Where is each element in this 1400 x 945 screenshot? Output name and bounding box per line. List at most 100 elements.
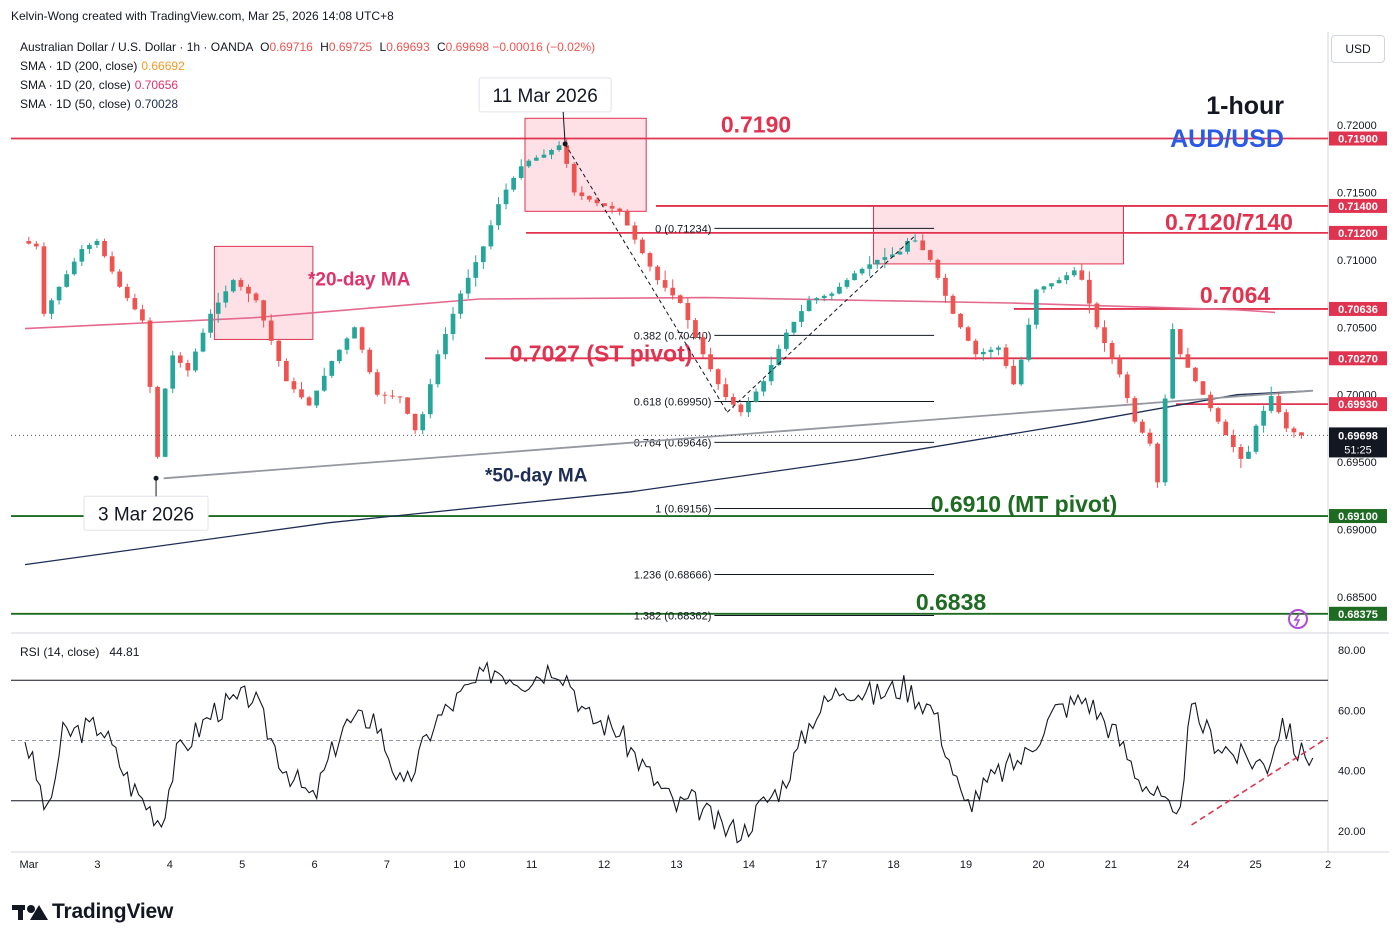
legend-symbol-row: Australian Dollar / U.S. Dollar · 1h · O… bbox=[20, 40, 595, 54]
candle-body bbox=[617, 208, 623, 212]
candle-body bbox=[49, 300, 54, 314]
candle-body bbox=[587, 196, 592, 200]
candle-body bbox=[859, 268, 865, 274]
candle-body bbox=[94, 240, 100, 246]
candle-body bbox=[927, 250, 933, 260]
candle-body bbox=[670, 287, 676, 296]
time-tick-label: Mar bbox=[20, 859, 39, 871]
tradingview-logo-icon bbox=[12, 902, 48, 922]
price-level-label: 0.7190 bbox=[721, 112, 791, 138]
candle-body bbox=[715, 369, 721, 385]
candle-body bbox=[473, 262, 479, 278]
candle-body bbox=[511, 177, 516, 190]
candle-body bbox=[465, 277, 471, 294]
candle-body bbox=[435, 354, 441, 385]
candle-body bbox=[609, 205, 615, 209]
rsi-label: RSI (14, close) bbox=[20, 645, 100, 659]
ohlc-value: 0.69725 bbox=[328, 40, 373, 54]
price-level-tag-text: 0.71400 bbox=[1338, 201, 1378, 213]
sma50-label: SMA · 1D (50, close) bbox=[20, 97, 131, 111]
supply-demand-zone bbox=[524, 117, 647, 212]
fib-swing-line bbox=[564, 143, 728, 413]
candle-body bbox=[814, 298, 819, 301]
candle-body bbox=[1102, 327, 1107, 344]
legend-rsi[interactable]: RSI (14, close) 44.81 bbox=[20, 645, 139, 659]
sma50-line bbox=[24, 390, 1313, 566]
price-tick-label: 0.71000 bbox=[1337, 255, 1377, 267]
price-level-tag-text: 0.71200 bbox=[1338, 228, 1378, 240]
candle-body bbox=[155, 386, 160, 457]
time-tick-label: 18 bbox=[888, 859, 900, 871]
high-date-pointer bbox=[562, 111, 566, 144]
candle-body bbox=[359, 327, 365, 350]
candle-body bbox=[503, 189, 509, 205]
candle-body bbox=[549, 150, 554, 155]
sma20-label: SMA · 1D (20, close) bbox=[20, 78, 131, 92]
tradingview-brand[interactable]: TradingView bbox=[12, 900, 173, 924]
candle-body bbox=[185, 362, 191, 371]
candle-body bbox=[405, 397, 410, 414]
price-level-tag-text: 0.70270 bbox=[1338, 353, 1378, 365]
candle-body bbox=[882, 257, 888, 260]
rsi-value: 44.81 bbox=[109, 645, 140, 659]
price-level-tag bbox=[1329, 351, 1387, 366]
candle-body bbox=[556, 145, 562, 151]
candle-body bbox=[480, 246, 486, 263]
candle-body bbox=[253, 293, 259, 301]
legend-sma200[interactable]: SMA · 1D (200, close) 0.66692 bbox=[20, 59, 185, 73]
candle-body bbox=[1283, 412, 1289, 429]
price-level-tag-text: 0.71900 bbox=[1338, 134, 1378, 146]
candle-body bbox=[1291, 428, 1297, 433]
candle-body bbox=[783, 332, 789, 349]
sma50-value: 0.70028 bbox=[134, 97, 179, 111]
candle-body bbox=[34, 243, 39, 247]
price-level-tag-text: 0.70636 bbox=[1338, 304, 1378, 316]
price-tick-label: 0.68500 bbox=[1337, 592, 1377, 604]
candle-body bbox=[685, 303, 691, 321]
currency-button[interactable]: USD bbox=[1331, 35, 1385, 63]
candle-body bbox=[238, 280, 244, 287]
ohlc-key: O bbox=[260, 40, 270, 54]
price-change: −0.00016 (−0.02%) bbox=[492, 40, 596, 54]
price-level-tag bbox=[1329, 225, 1387, 240]
fib-retrace-line bbox=[726, 235, 916, 413]
candle-body bbox=[102, 240, 107, 257]
fib-level-label: 1.382 (0.68362) bbox=[634, 611, 712, 623]
candle-body bbox=[299, 389, 304, 398]
rsi-line bbox=[24, 660, 1314, 844]
legend-sma20[interactable]: SMA · 1D (20, close) 0.70656 bbox=[20, 78, 178, 92]
sma50-annotation: *50-day MA bbox=[485, 466, 588, 487]
price-level-tag bbox=[1329, 606, 1387, 621]
candle-body bbox=[912, 240, 918, 242]
rsi-tick-label: 80.00 bbox=[1338, 645, 1366, 657]
candle-body bbox=[518, 166, 524, 178]
candle-body bbox=[1268, 396, 1274, 411]
candle-body bbox=[162, 388, 168, 457]
symbol-name[interactable]: Australian Dollar / U.S. Dollar · 1h · O… bbox=[20, 40, 253, 54]
rsi-tick-label: 60.00 bbox=[1338, 705, 1366, 717]
chart-svg[interactable]: 0.725000.720000.715000.710000.705000.700… bbox=[11, 32, 1389, 877]
fib-level-label: 1.236 (0.68666) bbox=[634, 570, 712, 582]
time-tick-label: 21 bbox=[1105, 859, 1117, 871]
alert-bolt-icon bbox=[1293, 612, 1301, 627]
candle-body bbox=[420, 414, 426, 431]
candle-body bbox=[1071, 270, 1077, 276]
candle-body bbox=[427, 384, 433, 415]
legend-sma50[interactable]: SMA · 1D (50, close) 0.70028 bbox=[20, 97, 178, 111]
time-tick-label: 2 bbox=[1325, 859, 1331, 871]
candle-body bbox=[1011, 365, 1016, 385]
price-level-label: 0.6838 bbox=[916, 589, 987, 615]
price-level-label: 0.7027 (ST pivot) bbox=[510, 340, 693, 366]
rsi-trendline bbox=[1191, 736, 1329, 826]
price-tick-label: 0.72000 bbox=[1337, 120, 1377, 132]
candle-body bbox=[41, 246, 47, 314]
candle-body bbox=[1140, 421, 1145, 433]
candle-body bbox=[215, 302, 221, 314]
candle-body bbox=[352, 327, 357, 339]
candle-body bbox=[291, 381, 297, 390]
candle-body bbox=[730, 396, 736, 405]
candle-body bbox=[223, 291, 229, 303]
sma20-value: 0.70656 bbox=[134, 78, 179, 92]
candle-body bbox=[177, 355, 183, 363]
candle-body bbox=[284, 360, 289, 382]
